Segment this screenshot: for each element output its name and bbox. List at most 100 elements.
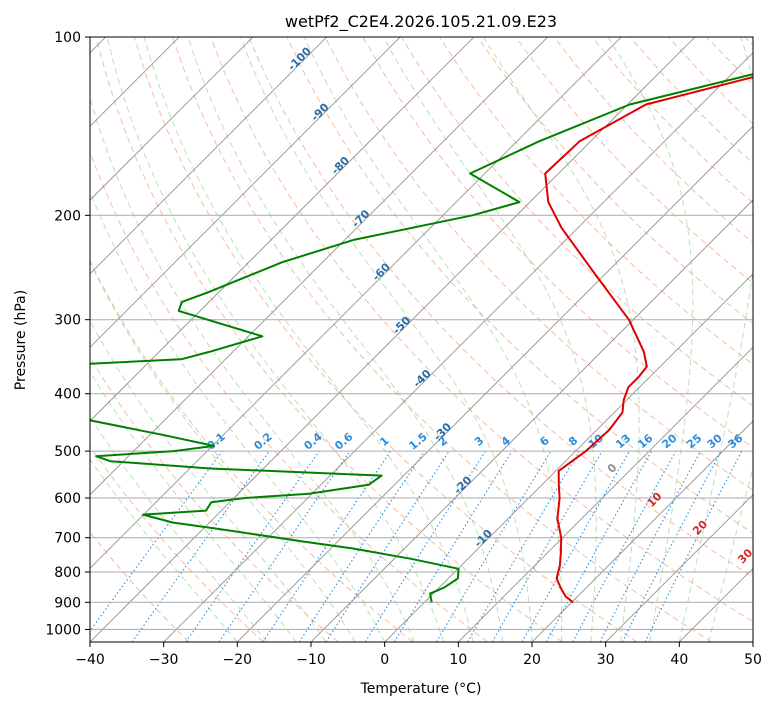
mixing-ratio-label: 8	[566, 434, 580, 449]
mixing-ratio-label: 0.2	[251, 430, 274, 452]
mixing-ratio-label: 20	[660, 431, 680, 451]
x-tick-label: 0	[380, 652, 389, 668]
dry-adiabat-label: -10	[472, 527, 495, 550]
moist-adiabat	[90, 416, 268, 642]
moist-adiabat	[90, 260, 356, 642]
mixing-ratio-line	[393, 450, 513, 642]
moist-adiabat-label: 20	[690, 517, 710, 537]
mixing-ratio-line	[298, 450, 425, 642]
mixing-ratio-line	[185, 450, 320, 642]
mixing-ratio-label: 4	[499, 434, 513, 449]
isotherm	[90, 37, 254, 201]
x-axis: −40 −30 −20 −10 0 10 20 30 40 50	[75, 642, 762, 668]
isotherm	[163, 52, 753, 642]
mixing-ratio-label: 1	[377, 434, 391, 449]
mixing-ratio-label: 1.5	[407, 430, 430, 452]
moist-adiabat	[303, 37, 563, 642]
isotherm	[90, 37, 401, 348]
isotherm	[90, 37, 475, 422]
isotherm	[605, 494, 753, 642]
dry-adiabat-label: -40	[411, 367, 434, 390]
y-tick-label: 500	[54, 444, 81, 460]
profile-lines	[90, 73, 753, 604]
y-tick-label: 700	[54, 531, 81, 547]
dry-adiabat	[324, 37, 753, 491]
mixing-ratio-line	[131, 450, 270, 642]
mixing-ratio-line	[644, 450, 743, 642]
isotherm	[90, 37, 696, 642]
dry-adiabat-label: -90	[308, 100, 331, 123]
x-tick-label: 10	[449, 652, 467, 668]
y-tick-label: 1000	[45, 622, 81, 638]
x-tick-label: −40	[75, 652, 105, 668]
dry-adiabat	[171, 37, 712, 642]
isotherm	[384, 273, 753, 642]
moist-adiabat	[383, 37, 597, 642]
mixing-ratio-line	[599, 450, 701, 642]
temperature-profile	[544, 76, 753, 604]
mixing-ratio-line	[325, 450, 450, 642]
dry-adiabat-label: -30	[431, 420, 454, 443]
mixing-ratio-line	[521, 450, 630, 642]
plot-frame	[89, 36, 754, 643]
x-tick-label: −30	[149, 652, 179, 668]
dry-adiabat	[95, 37, 563, 642]
isotherm	[90, 37, 622, 569]
y-tick-label: 300	[54, 313, 81, 329]
isotherm	[531, 420, 753, 642]
moist-adiabat	[187, 37, 503, 642]
chart-title: wetPf2_C2E4.2026.105.21.09.E23	[285, 12, 557, 32]
moist-adiabat	[90, 189, 386, 642]
dry-adiabat-label: -50	[390, 313, 413, 336]
isotherm	[310, 199, 753, 642]
moist-adiabat-label: 0	[605, 461, 620, 476]
moist-adiabat	[239, 37, 533, 642]
mixing-ratio-label: 25	[684, 432, 704, 452]
y-tick-label: 900	[54, 595, 81, 611]
y-tick-label: 400	[54, 387, 81, 403]
isotherm	[90, 37, 548, 496]
moist-adiabat	[607, 37, 694, 642]
y-tick-label: 800	[54, 565, 81, 581]
x-tick-label: 50	[744, 652, 762, 668]
dry-adiabat-label: -60	[370, 260, 393, 283]
moist-adiabat	[678, 37, 753, 642]
moist-adiabat-label: 10	[645, 490, 665, 510]
moist-adiabat	[90, 319, 327, 642]
background-lines	[90, 37, 753, 642]
dry-adiabat	[90, 445, 264, 642]
dry-adiabat-label: -70	[349, 207, 372, 230]
dry-adiabat	[248, 37, 753, 578]
y-axis: 100 200 300 400 500 600 700 800 900 1000	[45, 30, 90, 638]
x-axis-label: Temperature (°C)	[360, 681, 482, 697]
y-axis-label: Pressure (hPa)	[13, 290, 29, 390]
dry-adiabat	[90, 259, 414, 642]
moist-adiabat	[106, 37, 445, 642]
mixing-ratio-line	[218, 450, 351, 642]
mixing-ratio-line	[545, 450, 653, 642]
mixing-ratio-label: 0.6	[332, 430, 356, 453]
x-tick-label: 20	[523, 652, 541, 668]
moist-adiabat	[90, 96, 415, 642]
mixing-ratio-line	[572, 450, 677, 642]
dry-adiabat	[668, 37, 753, 125]
dry-adiabat	[90, 150, 488, 642]
isotherm	[752, 641, 753, 642]
dewpoint-profile	[90, 73, 753, 603]
moist-adiabat	[708, 466, 753, 642]
mixing-ratio-label: 3	[472, 434, 486, 449]
isotherm	[90, 37, 327, 275]
mixing-ratio-label: 6	[538, 434, 552, 449]
y-tick-label: 600	[54, 491, 81, 507]
dry-adiabat	[90, 356, 339, 642]
y-tick-label: 200	[54, 208, 81, 224]
dry-adiabat	[286, 37, 753, 534]
moist-adiabat	[143, 37, 474, 642]
x-tick-label: 40	[670, 652, 688, 668]
mixing-ratio-label: 30	[705, 431, 725, 451]
dry-adiabat-label: -20	[451, 473, 474, 496]
moist-adiabat	[90, 370, 297, 642]
isotherm	[237, 125, 753, 642]
